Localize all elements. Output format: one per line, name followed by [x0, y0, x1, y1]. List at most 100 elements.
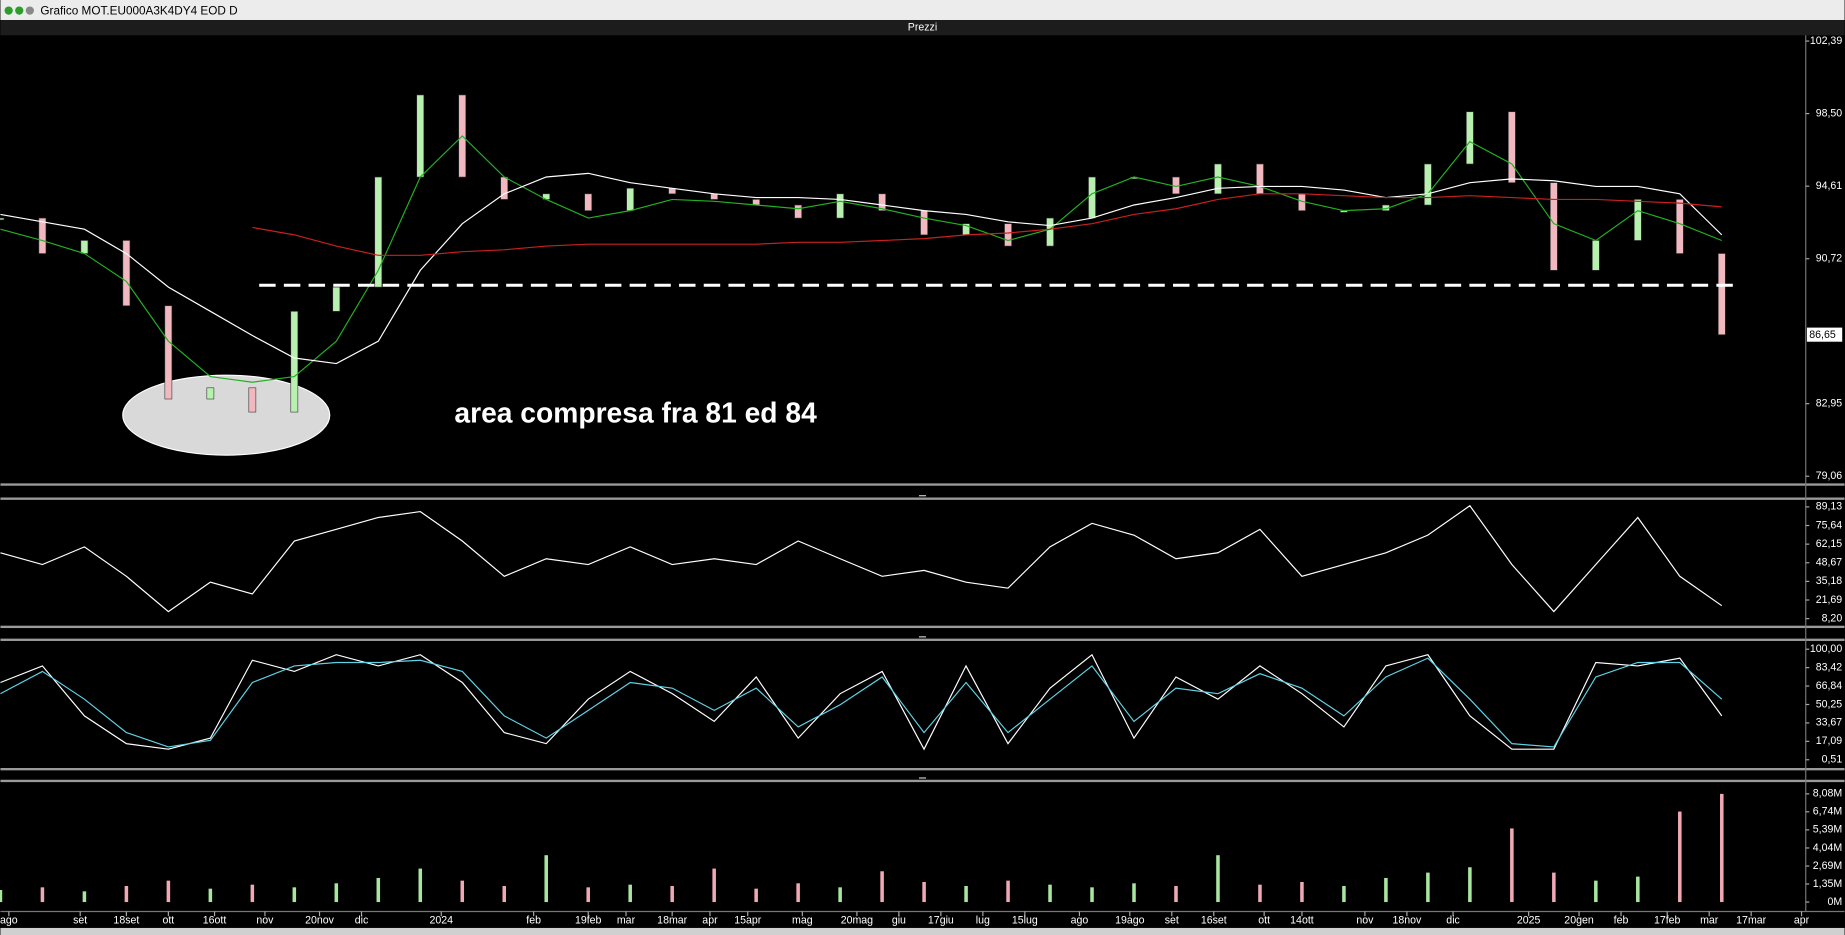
separator — [0, 483, 1845, 486]
y-tick-label: 17,09 — [1816, 735, 1843, 747]
moving-average — [252, 193, 1722, 256]
candle — [1675, 199, 1684, 254]
candle — [1592, 240, 1600, 271]
annotation: area compresa fra 81 ed 84 — [454, 397, 817, 429]
x-tick-label: ago — [1071, 915, 1089, 927]
volume-bar — [292, 887, 297, 903]
x-tick-label: set — [73, 915, 87, 927]
x-tick-label: 19feb — [575, 915, 602, 927]
x-tick-label: mar — [617, 915, 636, 927]
volume-bar — [376, 877, 381, 903]
separator-handle[interactable] — [918, 495, 927, 497]
x-tick-label: nov — [1356, 915, 1374, 927]
x-tick-label: 20nov — [305, 915, 335, 927]
volume-bar — [460, 880, 465, 903]
volume-bar — [208, 888, 213, 903]
y-tick-label: 48,67 — [1816, 557, 1843, 569]
volume-bar — [586, 887, 590, 903]
volume-bar — [1552, 872, 1556, 903]
volume-bar — [1384, 877, 1388, 903]
candle — [626, 187, 635, 211]
candle — [122, 240, 131, 307]
volume-bar — [40, 887, 45, 903]
y-tick-label: 66,84 — [1816, 680, 1843, 692]
y-tick-label: 90,72 — [1816, 253, 1843, 265]
volume-bar — [754, 888, 758, 903]
volume-bar — [964, 885, 968, 903]
volume-bar — [1342, 885, 1346, 903]
x-tick-label: set — [1165, 915, 1179, 927]
separator-handle[interactable] — [918, 636, 927, 638]
candle — [1004, 223, 1012, 247]
window-button[interactable] — [15, 6, 24, 15]
candle — [1046, 217, 1054, 247]
y-tick-label: 89,13 — [1816, 501, 1843, 513]
volume-bar — [1090, 887, 1094, 903]
y-tick-label: 62,15 — [1816, 538, 1843, 550]
last-price-label: 86,65 — [1809, 329, 1836, 341]
window-button[interactable] — [4, 6, 13, 15]
candle — [1717, 253, 1726, 335]
candle — [1633, 199, 1642, 241]
volume-bar — [502, 885, 507, 903]
x-tick-label: 18set — [113, 915, 139, 927]
x-tick-label: feb — [526, 915, 541, 927]
volume-bar — [922, 881, 926, 903]
x-tick-label: 15apr — [734, 915, 762, 927]
title-bar — [0, 0, 1845, 20]
y-tick-label: 0,51 — [1822, 754, 1843, 766]
candle — [794, 204, 802, 219]
volume-bar — [1216, 855, 1220, 903]
x-tick-label: giu — [892, 915, 906, 927]
x-tick-label: 17giu — [928, 915, 954, 927]
volume-bar — [880, 871, 884, 903]
candle — [38, 217, 47, 254]
x-tick-label: ott — [1258, 915, 1270, 927]
candle — [1550, 182, 1558, 271]
last-price-box — [1806, 327, 1843, 342]
x-tick-label: mar — [1700, 915, 1719, 927]
candle — [584, 193, 593, 211]
y-tick-label: 79,06 — [1816, 470, 1843, 482]
volume-bar — [796, 883, 800, 903]
volume-bar — [250, 884, 255, 903]
indicator-line — [0, 504, 1723, 613]
candle — [332, 286, 341, 312]
x-tick-label: 15lug — [1012, 915, 1038, 927]
x-tick-label: ott — [162, 915, 174, 927]
panel-label: Prezzi — [908, 21, 937, 33]
x-tick-label: 16set — [1201, 915, 1227, 927]
candle — [248, 387, 257, 413]
candle — [1466, 111, 1474, 165]
volume-bar — [1048, 884, 1052, 903]
x-tick-label: dic — [1446, 915, 1460, 927]
candle — [80, 240, 89, 254]
separator — [0, 638, 1845, 641]
volume-bar — [82, 891, 87, 903]
y-tick-label: 94,61 — [1816, 180, 1843, 192]
x-tick-label: 14ott — [1290, 915, 1314, 927]
y-tick-label: 83,42 — [1816, 661, 1843, 673]
x-tick-label: 20mag — [841, 915, 873, 927]
candle — [416, 94, 425, 178]
volume-bar — [670, 885, 674, 903]
y-tick-label: 82,95 — [1816, 397, 1843, 409]
candle — [1424, 163, 1432, 206]
moving-average — [0, 135, 1722, 383]
window-title: Grafico MOT.EU000A3K4DY4 EOD D — [40, 4, 237, 17]
y-tick-label: 6,74M — [1813, 806, 1842, 818]
x-tick-label: feb — [1614, 915, 1629, 927]
x-tick-label: mag — [792, 915, 813, 927]
x-tick-label: 20gen — [1564, 915, 1594, 927]
separator-handle[interactable] — [918, 777, 927, 779]
volume-bar — [1174, 885, 1178, 903]
x-tick-label: apr — [702, 915, 718, 927]
volume-bar — [1510, 828, 1514, 903]
x-tick-label: apr — [1794, 915, 1810, 927]
volume-bar — [1300, 881, 1304, 903]
y-tick-label: 5,39M — [1813, 824, 1842, 836]
separator — [0, 779, 1845, 783]
window-button[interactable] — [25, 6, 34, 15]
